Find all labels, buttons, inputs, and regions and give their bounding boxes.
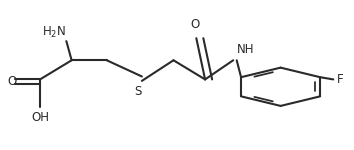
Text: O: O <box>190 18 199 32</box>
Text: NH: NH <box>237 44 254 56</box>
Text: OH: OH <box>31 111 49 124</box>
Text: F: F <box>337 73 344 86</box>
Text: H$_2$N: H$_2$N <box>42 25 66 40</box>
Text: O: O <box>7 75 17 88</box>
Text: S: S <box>135 85 142 98</box>
